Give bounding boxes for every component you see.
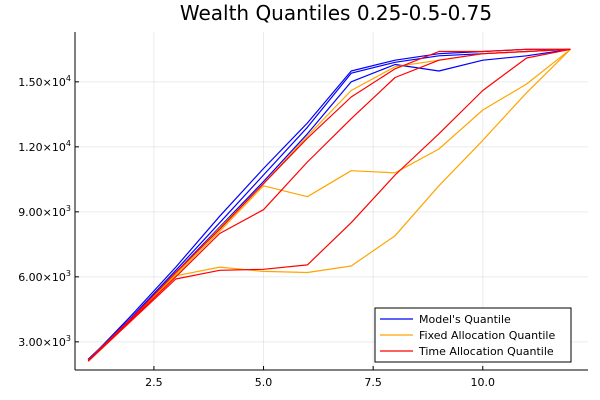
series-line-time-1 <box>87 48 571 362</box>
series-line-fixed-2 <box>87 48 571 361</box>
series-layer <box>87 48 571 362</box>
chart-title: Wealth Quantiles 0.25-0.5-0.75 <box>180 1 492 25</box>
y-tick-label: 3.00×103 <box>18 334 71 349</box>
x-tick-label: 10.0 <box>471 376 496 389</box>
legend-label: Fixed Allocation Quantile <box>419 329 555 342</box>
y-tick-label: 1.20×104 <box>18 139 71 154</box>
grid <box>75 32 588 370</box>
axes: 2.5 5.0 7.5 10.0 3.00×103 6.00×103 9.00×103 1.2… <box>18 32 588 389</box>
legend-label: Time Allocation Quantile <box>418 345 554 358</box>
y-tick-label: 6.00×103 <box>18 269 71 284</box>
x-tick-label: 2.5 <box>145 376 163 389</box>
x-tick-label: 5.0 <box>255 376 273 389</box>
x-tick-label: 7.5 <box>364 376 382 389</box>
legend-label: Model's Quantile <box>419 313 511 326</box>
legend: Model's Quantile Fixed Allocation Quantil… <box>374 307 572 363</box>
series-line-time-3 <box>87 48 571 361</box>
y-tick-label: 1.50×104 <box>18 74 71 89</box>
y-tick-label: 9.00×103 <box>18 204 71 219</box>
series-line-time-2 <box>87 48 571 361</box>
